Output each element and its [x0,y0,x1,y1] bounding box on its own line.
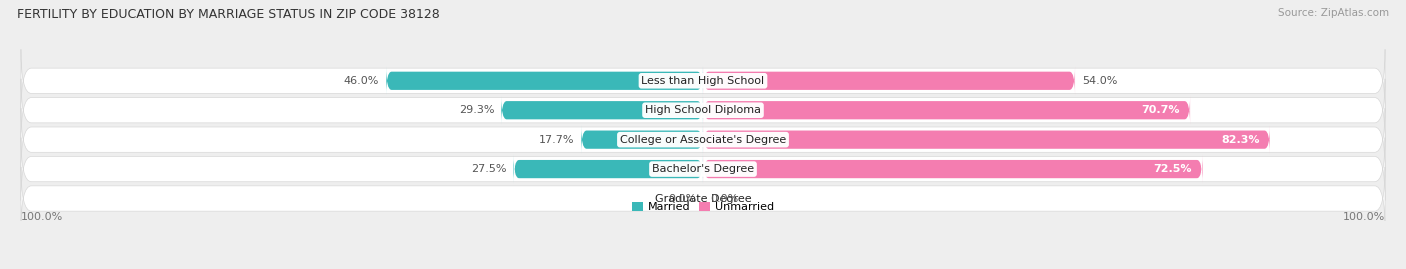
Text: Source: ZipAtlas.com: Source: ZipAtlas.com [1278,8,1389,18]
FancyBboxPatch shape [501,96,703,125]
Text: College or Associate's Degree: College or Associate's Degree [620,135,786,145]
Legend: Married, Unmarried: Married, Unmarried [627,197,779,217]
FancyBboxPatch shape [703,125,1270,154]
FancyBboxPatch shape [21,137,1385,201]
Text: FERTILITY BY EDUCATION BY MARRIAGE STATUS IN ZIP CODE 38128: FERTILITY BY EDUCATION BY MARRIAGE STATU… [17,8,440,21]
FancyBboxPatch shape [21,79,1385,142]
FancyBboxPatch shape [513,155,703,183]
FancyBboxPatch shape [703,155,1202,183]
Text: 54.0%: 54.0% [1083,76,1118,86]
Text: High School Diploma: High School Diploma [645,105,761,115]
Text: 46.0%: 46.0% [344,76,380,86]
Text: 17.7%: 17.7% [538,135,574,145]
FancyBboxPatch shape [21,49,1385,112]
FancyBboxPatch shape [703,66,1076,95]
FancyBboxPatch shape [21,108,1385,171]
Text: 100.0%: 100.0% [21,212,63,222]
Text: 0.0%: 0.0% [668,193,696,204]
Text: 29.3%: 29.3% [458,105,495,115]
FancyBboxPatch shape [387,66,703,95]
Text: 70.7%: 70.7% [1142,105,1180,115]
Text: Less than High School: Less than High School [641,76,765,86]
Text: Graduate Degree: Graduate Degree [655,193,751,204]
Text: 0.0%: 0.0% [710,193,738,204]
FancyBboxPatch shape [703,96,1189,125]
Text: 72.5%: 72.5% [1154,164,1192,174]
Text: Bachelor's Degree: Bachelor's Degree [652,164,754,174]
Text: 82.3%: 82.3% [1222,135,1260,145]
FancyBboxPatch shape [21,167,1385,230]
Text: 27.5%: 27.5% [471,164,506,174]
FancyBboxPatch shape [581,125,703,154]
Text: 100.0%: 100.0% [1343,212,1385,222]
